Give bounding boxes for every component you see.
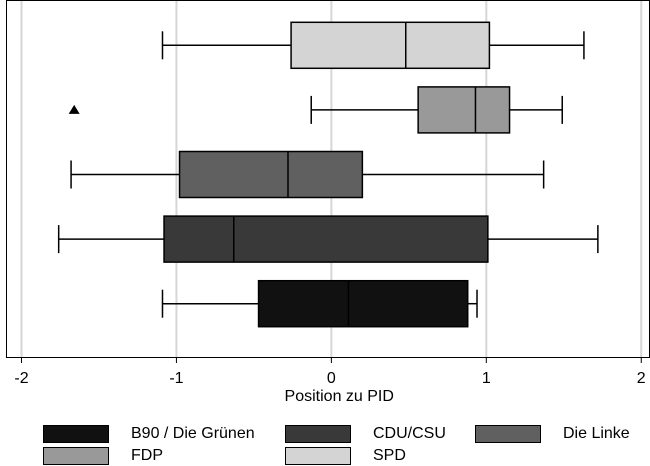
box-series: [161, 279, 478, 328]
iqr-box: [163, 215, 489, 263]
x-tick-label: -1: [169, 370, 183, 387]
legend-label: SPD: [373, 447, 406, 464]
iqr-box: [290, 21, 491, 70]
legend-swatch: [43, 447, 109, 465]
legend-swatch: [43, 425, 109, 443]
legend-swatch: [475, 425, 541, 443]
boxes: [57, 21, 599, 328]
x-axis-ticks: -2 -1 0 1 2: [14, 357, 646, 387]
iqr-box: [178, 150, 364, 199]
outlier-point: [68, 104, 80, 114]
x-tick-label: 1: [482, 370, 491, 387]
legend-item: SPD: [285, 446, 406, 466]
box-series: [57, 215, 599, 263]
legend-item: B90 / Die Grünen: [43, 424, 255, 444]
legend: B90 / Die Grünen CDU/CSU Die Linke FDP S…: [0, 420, 650, 466]
boxplot-chart: -2 -1 0 1 2 Position zu PID: [6, 0, 650, 405]
legend-label: FDP: [131, 447, 163, 464]
legend-item: CDU/CSU: [285, 424, 446, 444]
legend-label: B90 / Die Grünen: [131, 425, 255, 442]
x-tick-label: 0: [327, 370, 336, 387]
box-series: [70, 150, 545, 199]
iqr-box: [257, 279, 469, 328]
box-series: [68, 86, 563, 134]
legend-item: FDP: [43, 446, 163, 466]
legend-label: CDU/CSU: [373, 425, 446, 442]
x-tick-label: 2: [637, 370, 646, 387]
legend-label: Die Linke: [563, 425, 630, 442]
iqr-box: [417, 86, 511, 134]
legend-swatch: [285, 425, 351, 443]
box-series: [161, 21, 585, 70]
legend-swatch: [285, 447, 351, 465]
legend-item: Die Linke: [475, 424, 630, 444]
x-tick-label: -2: [14, 370, 28, 387]
x-axis-title: Position zu PID: [285, 388, 394, 405]
